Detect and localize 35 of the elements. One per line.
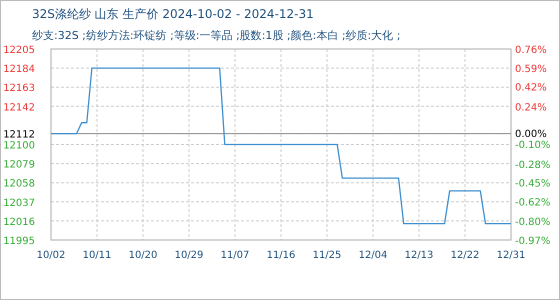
x-tick-label: 10/11 <box>82 250 112 261</box>
x-tick-label: 12/13 <box>404 250 434 261</box>
y2-tick-label: -0.80% <box>515 217 550 228</box>
y2-tick-label: -0.62% <box>515 197 550 208</box>
y-tick-label: 12079 <box>3 160 35 171</box>
y2-tick-label: -0.45% <box>515 178 550 190</box>
x-tick-label: 10/29 <box>174 250 204 261</box>
y2-tick-label: 0.42% <box>515 82 547 94</box>
x-tick-label: 11/25 <box>312 250 342 261</box>
y-tick-label: 12184 <box>3 64 35 76</box>
y-tick-label: 12100 <box>3 140 35 152</box>
y-tick-label: 12205 <box>3 45 35 56</box>
x-tick-label: 12/22 <box>450 250 480 261</box>
chart-subtitle: 纱支:32S ;纺纱方法:环锭纺 ;等级:一等品 ;股数:1股 ;颜色:本白 ;纱质:大化 ; <box>32 29 400 42</box>
x-tick-label: 11/16 <box>266 250 296 261</box>
y2-tick-label: -0.10% <box>515 140 550 151</box>
y-tick-label: 12016 <box>3 216 35 228</box>
x-tick-label: 10/02 <box>36 250 66 261</box>
y2-tick-label: 0.24% <box>515 102 547 114</box>
y-tick-label: 12142 <box>3 102 35 114</box>
x-tick-label: 12/04 <box>358 250 388 261</box>
y-tick-label: 12037 <box>3 198 35 209</box>
chart-title: 32S涤纶纱 山东 生产价 2024-10-02 - 2024-12-31 <box>32 7 314 21</box>
y2-tick-label: 0.00% <box>515 128 547 140</box>
y-tick-label: 12058 <box>3 178 35 190</box>
y2-tick-label: -0.97% <box>515 236 550 247</box>
y-tick-label: 11995 <box>3 236 35 247</box>
x-tick-label: 12/31 <box>496 250 526 261</box>
y2-tick-label: -0.28% <box>515 160 550 171</box>
y-tick-label: 12163 <box>3 83 35 94</box>
y2-tick-label: 0.76% <box>515 45 547 56</box>
x-tick-label: 10/20 <box>128 250 158 261</box>
y2-tick-label: 0.59% <box>515 64 547 75</box>
x-tick-label: 11/07 <box>220 250 250 261</box>
y-tick-label: 12112 <box>3 130 35 141</box>
